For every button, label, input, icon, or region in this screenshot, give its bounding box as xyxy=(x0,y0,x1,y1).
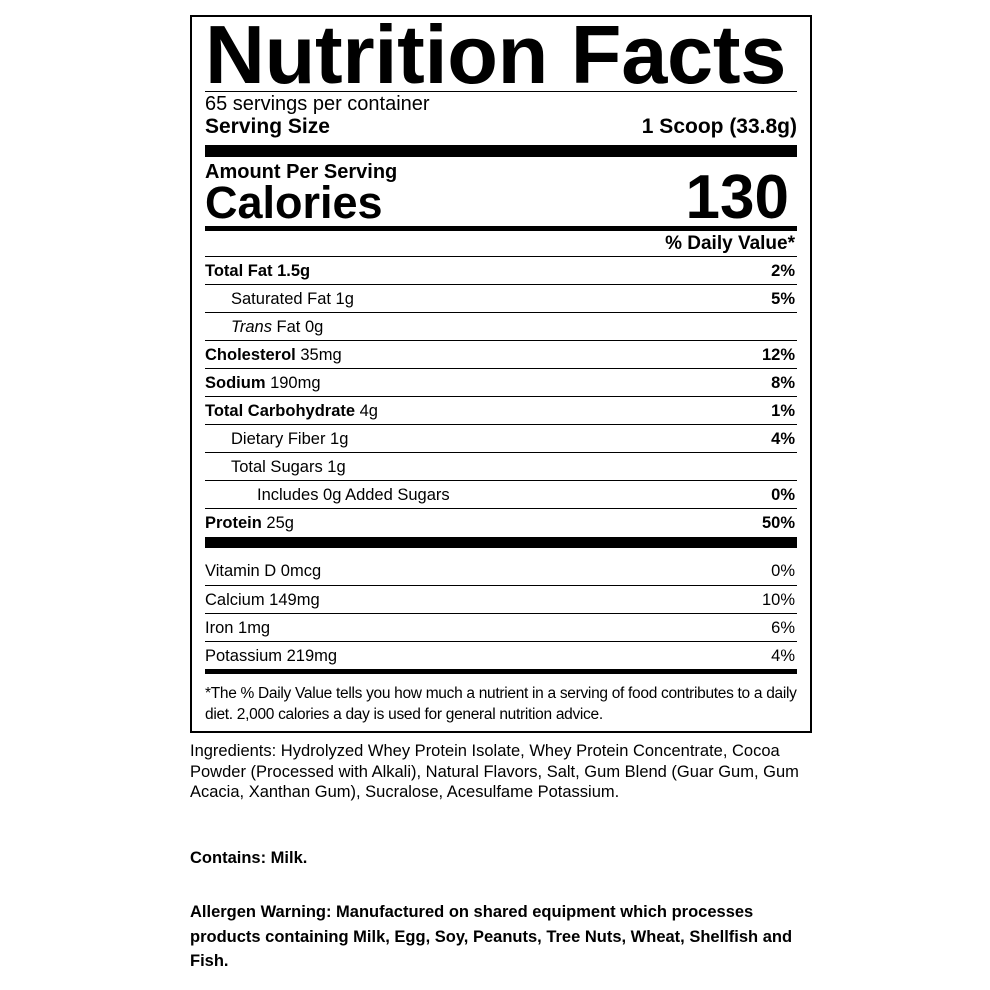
daily-value-header: % Daily Value* xyxy=(665,233,795,254)
nutrient-row: Total Carbohydrate 4g 1% xyxy=(205,396,797,424)
nutrient-amount: Dietary Fiber 1g xyxy=(231,430,349,448)
nutrient-name: Saturated Fat 1g xyxy=(205,285,354,312)
nutrient-name: Trans Fat 0g xyxy=(205,313,323,340)
nutrient-amount: 190mg xyxy=(265,374,321,392)
divider xyxy=(205,91,797,92)
serving-size-value: 1 Scoop (33.8g) xyxy=(641,115,797,138)
nutrient-daily-value: 0% xyxy=(771,486,795,504)
vitamin-name: Potassium 219mg xyxy=(205,647,338,665)
calories-value: 130 xyxy=(685,163,789,232)
vitamin-daily-value: 0% xyxy=(771,562,795,580)
nutrient-row: Sodium 190mg 8% xyxy=(205,368,797,396)
nutrient-amount: 1.5g xyxy=(272,262,311,280)
nutrient-name: Dietary Fiber 1g xyxy=(205,425,348,452)
medium-divider xyxy=(205,669,797,674)
label-title: Nutrition Facts xyxy=(205,8,787,101)
amount-per-serving: Amount Per Serving xyxy=(205,161,398,183)
nutrient-list: Total Fat 1.5g 2% Saturated Fat 1g 5% Trans … xyxy=(205,256,797,536)
nutrient-row: Cholesterol 35mg 12% xyxy=(205,340,797,368)
footnote: *The % Daily Value tells you how much a … xyxy=(205,685,797,723)
nutrient-daily-value: 2% xyxy=(771,262,795,280)
ingredients: Ingredients: Hydrolyzed Whey Protein Iso… xyxy=(190,742,799,801)
nutrient-amount: 25g xyxy=(261,514,294,532)
nutrient-name: Includes 0g Added Sugars xyxy=(205,481,450,508)
nutrient-name: Sodium 190mg xyxy=(205,369,321,396)
nutrient-daily-value: 50% xyxy=(761,514,795,532)
vitamin-name: Calcium 149mg xyxy=(205,591,320,609)
vitamin-daily-value: 10% xyxy=(761,591,795,609)
calories-row: Calories 130 xyxy=(205,167,797,229)
nutrient-daily-value: 4% xyxy=(771,430,795,448)
vitamin-row: Calcium 149mg 10% xyxy=(205,585,797,613)
nutrient-name-bold: Total Carbohydrate xyxy=(205,402,356,420)
nutrient-amount: Saturated Fat 1g xyxy=(231,290,354,308)
vitamin-daily-value: 6% xyxy=(771,619,795,637)
nutrient-daily-value: 1% xyxy=(771,402,795,420)
servings-per-container: 65 servings per container xyxy=(205,93,430,115)
allergen-warning: Allergen Warning: Manufactured on shared… xyxy=(190,903,793,970)
nutrition-facts-label: Nutrition Facts 65 servings per containe… xyxy=(190,8,812,733)
nutrient-row: Saturated Fat 1g 5% xyxy=(205,284,797,312)
nutrient-name: Protein 25g xyxy=(205,509,294,536)
nutrient-name: Total Sugars 1g xyxy=(205,453,346,480)
nutrient-name-italic: Trans xyxy=(231,318,272,336)
contains: Contains: Milk. xyxy=(190,849,308,867)
medium-divider xyxy=(205,226,797,231)
nutrient-row: Protein 25g 50% xyxy=(205,508,797,536)
serving-size: Serving Size 1 Scoop (33.8g) xyxy=(205,115,797,139)
vitamin-daily-value: 4% xyxy=(771,647,795,665)
nutrient-name-bold: Total Fat xyxy=(205,262,273,280)
nutrient-name-bold: Cholesterol xyxy=(205,346,296,364)
nutrient-amount: 4g xyxy=(355,402,378,420)
nutrient-amount: Fat 0g xyxy=(271,318,324,336)
nutrient-amount: 35mg xyxy=(295,346,342,364)
vitamin-row: Potassium 219mg 4% xyxy=(205,641,797,669)
nutrient-daily-value: 5% xyxy=(771,290,795,308)
thick-divider xyxy=(205,537,797,548)
nutrient-daily-value: 12% xyxy=(761,346,795,364)
vitamin-name: Vitamin D 0mcg xyxy=(205,562,322,580)
calories-label: Calories xyxy=(205,177,383,228)
nutrient-name: Cholesterol 35mg xyxy=(205,341,342,368)
nutrient-name-bold: Protein xyxy=(205,514,262,532)
nutrient-row: Dietary Fiber 1g 4% xyxy=(205,424,797,452)
vitamin-row: Vitamin D 0mcg 0% xyxy=(205,557,797,585)
thick-divider xyxy=(205,145,797,157)
nutrient-row: Total Sugars 1g xyxy=(205,452,797,480)
nutrient-row: Trans Fat 0g xyxy=(205,312,797,340)
nutrient-row: Total Fat 1.5g 2% xyxy=(205,256,797,284)
nutrient-daily-value: 8% xyxy=(771,374,795,392)
vitamin-list: Vitamin D 0mcg 0% Calcium 149mg 10% Iron 1mg… xyxy=(205,557,797,669)
nutrient-row: Includes 0g Added Sugars 0% xyxy=(205,480,797,508)
nutrient-amount: Total Sugars 1g xyxy=(231,458,346,476)
nutrient-name: Total Carbohydrate 4g xyxy=(205,397,378,424)
nutrient-name: Total Fat 1.5g xyxy=(205,257,310,284)
nutrient-amount: Includes 0g Added Sugars xyxy=(257,486,450,504)
serving-size-label: Serving Size xyxy=(205,115,330,138)
vitamin-name: Iron 1mg xyxy=(205,619,271,637)
nutrient-name-bold: Sodium xyxy=(205,374,266,392)
vitamin-row: Iron 1mg 6% xyxy=(205,613,797,641)
